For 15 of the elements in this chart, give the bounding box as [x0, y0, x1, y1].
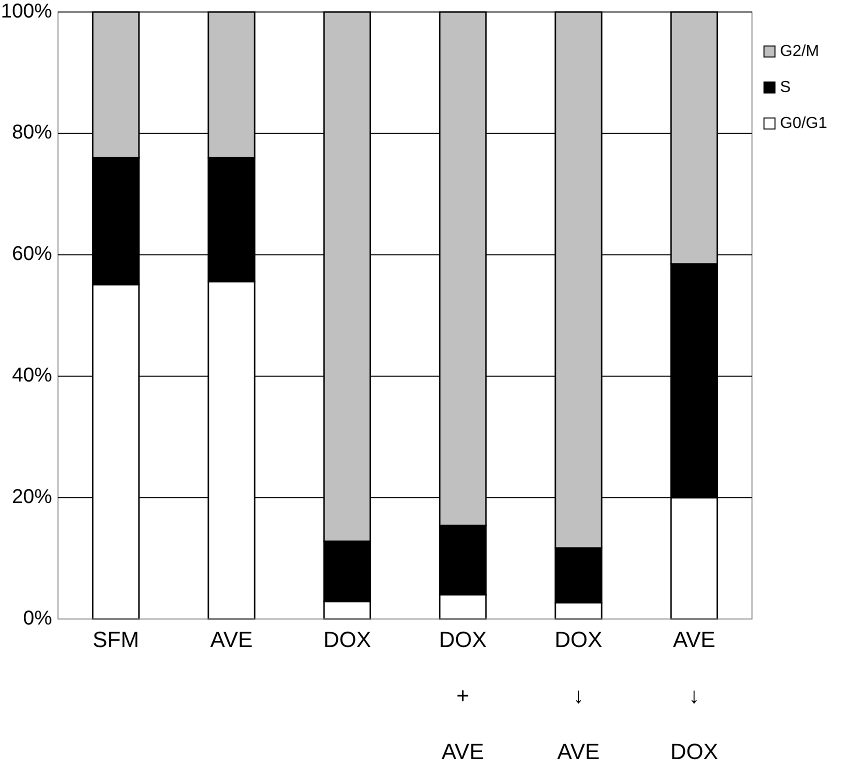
x-tick-label: AVE: [210, 627, 253, 652]
y-tick-label: 60%: [12, 243, 52, 266]
y-tick-label: 40%: [12, 364, 52, 386]
y-tick-label: 20%: [12, 486, 52, 508]
y-tick-label: 80%: [12, 122, 52, 144]
y-tick-label: 100%: [0, 0, 52, 22]
category-label: DOX ↓ AVE: [554, 627, 602, 764]
legend-label: G2/M: [780, 43, 820, 60]
x-tick-label: SFM: [92, 627, 140, 652]
legend-label: G0/G1: [780, 115, 828, 132]
category-label: DOX + AVE: [438, 627, 487, 764]
y-tick-label: 0%: [23, 607, 52, 630]
legend-label: S: [780, 79, 791, 96]
category-label: AVE ↓ DOX: [670, 627, 718, 764]
x-tick-label: DOX: [323, 627, 372, 652]
